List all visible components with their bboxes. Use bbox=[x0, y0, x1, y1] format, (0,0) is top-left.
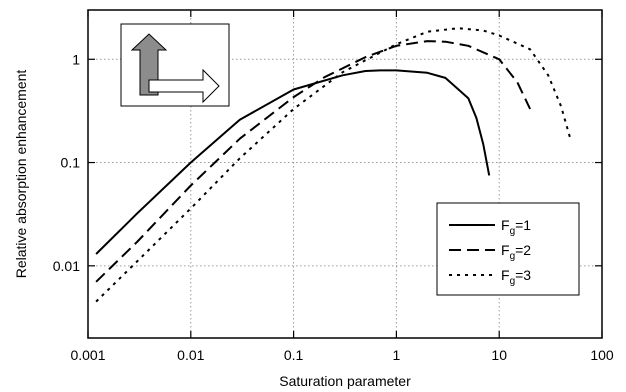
y-axis-label: Relative absorption enhancement bbox=[13, 70, 29, 279]
legend-label-3: Fg=3 bbox=[501, 267, 531, 287]
series-line-2 bbox=[95, 40, 532, 283]
horizontal-arrow-icon bbox=[148, 68, 220, 104]
y-tick-label: 1 bbox=[72, 51, 80, 67]
legend: Fg=1 Fg=2 Fg=3 bbox=[436, 202, 580, 296]
x-tick-label: 0.01 bbox=[177, 347, 204, 363]
legend-label-1: Fg=1 bbox=[501, 217, 531, 237]
inset-diagram bbox=[120, 23, 230, 107]
x-tick-label: 10 bbox=[491, 347, 507, 363]
y-tick-label: 0.01 bbox=[53, 258, 80, 274]
legend-label-2: Fg=2 bbox=[501, 242, 531, 262]
x-tick-label: 1 bbox=[393, 347, 401, 363]
series-group bbox=[95, 27, 573, 303]
y-tick-label: 0.1 bbox=[61, 155, 81, 171]
plot-frame bbox=[87, 9, 603, 339]
x-tick-label: 0.1 bbox=[284, 347, 304, 363]
series-line-1 bbox=[95, 69, 491, 255]
axis-ticks: 0.001 0.01 0.1 1 10 100 0.01 0.1 1 bbox=[53, 10, 614, 363]
x-axis-label: Saturation parameter bbox=[279, 373, 411, 389]
legend-items: Fg=1 Fg=2 Fg=3 bbox=[449, 217, 531, 287]
x-tick-label: 0.001 bbox=[70, 347, 105, 363]
x-tick-label: 100 bbox=[590, 347, 614, 363]
inset-box bbox=[120, 23, 230, 107]
